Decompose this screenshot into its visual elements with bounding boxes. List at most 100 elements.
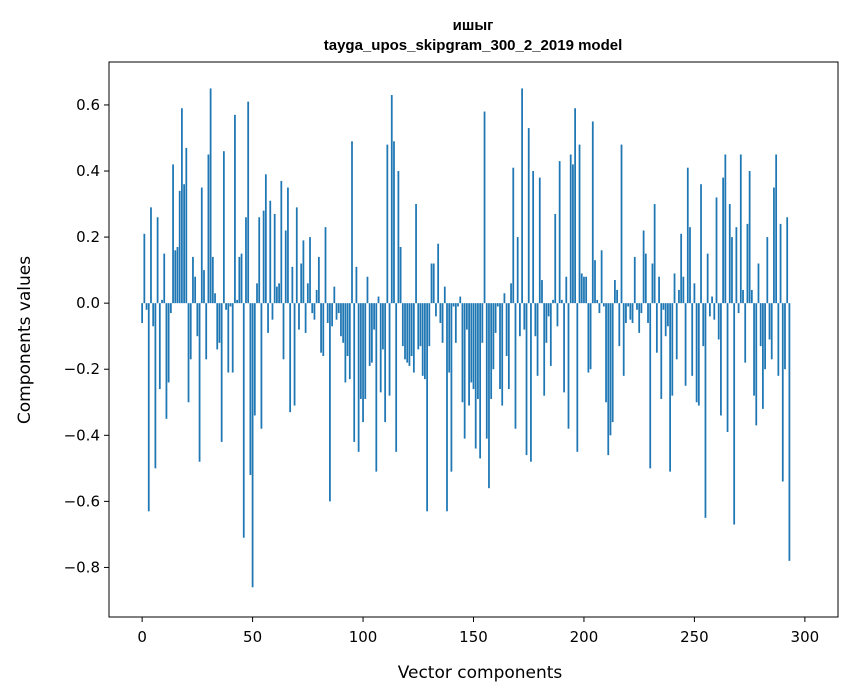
bar-63	[280, 180, 283, 304]
bar-56	[264, 174, 267, 304]
bar-120	[406, 303, 409, 363]
bar-105	[373, 303, 375, 330]
bar-230	[649, 303, 652, 469]
bar-275	[748, 171, 751, 304]
bar-142	[454, 303, 457, 343]
bar-144	[459, 296, 462, 304]
y-tick-label-3: −0.2	[64, 360, 100, 378]
bar-280	[759, 303, 762, 347]
y-tick-label-7: 0.6	[76, 96, 100, 114]
bar-22	[189, 303, 192, 360]
bar-113	[390, 95, 393, 304]
bar-208	[600, 250, 603, 304]
bar-115	[395, 303, 398, 452]
bar-52	[256, 283, 258, 304]
bar-271	[739, 154, 742, 304]
bar-250	[693, 283, 696, 304]
bar-147	[465, 303, 468, 330]
bar-39	[227, 303, 230, 373]
bar-124	[415, 204, 417, 304]
bar-88	[335, 303, 338, 320]
bar-44	[238, 256, 241, 304]
bar-278	[755, 303, 758, 426]
bar-257	[708, 303, 711, 317]
bar-180	[538, 177, 541, 304]
bar-41	[231, 303, 234, 373]
bar-45	[240, 253, 243, 304]
bar-264	[724, 154, 727, 304]
bar-141	[452, 303, 455, 307]
bar-252	[697, 303, 700, 406]
bar-260	[715, 197, 718, 304]
bar-263	[722, 177, 725, 304]
y-tick-label-0: −0.8	[64, 558, 100, 576]
bar-112	[388, 303, 391, 396]
bar-109	[382, 303, 384, 350]
x-axis: 0 50 100 150 200 250 300	[137, 617, 819, 646]
bar-174	[525, 303, 528, 456]
bar-172	[521, 88, 523, 304]
bar-20	[185, 147, 188, 304]
bar-274	[746, 223, 749, 304]
bar-10	[163, 253, 166, 304]
bar-183	[545, 303, 548, 343]
bar-282	[764, 303, 766, 370]
bar-268	[733, 303, 736, 525]
bar-110	[384, 303, 387, 423]
bar-94	[348, 303, 351, 380]
bar-48	[247, 101, 250, 304]
bar-225	[638, 303, 641, 333]
bar-227	[642, 230, 645, 304]
bar-21	[187, 303, 190, 403]
bar-145	[461, 303, 464, 403]
bar-179	[536, 303, 539, 376]
bar-284	[768, 303, 771, 340]
bar-150	[472, 303, 475, 390]
bar-66	[287, 187, 289, 304]
bar-106	[375, 303, 378, 472]
bar-272	[742, 289, 744, 304]
bar-204	[591, 121, 594, 304]
bar-128	[424, 303, 426, 380]
bar-186	[552, 299, 554, 304]
bar-9	[161, 299, 163, 304]
bar-152	[477, 303, 479, 399]
bar-102	[366, 276, 369, 304]
bar-261	[717, 303, 720, 340]
bar-76	[309, 237, 311, 304]
bar-35	[218, 303, 221, 343]
bar-74	[304, 303, 307, 333]
bar-26	[198, 303, 201, 462]
bar-107	[377, 296, 380, 304]
bar-217	[620, 144, 623, 304]
bar-265	[726, 303, 729, 432]
bar-126	[419, 303, 422, 347]
bar-1	[143, 233, 146, 304]
bar-283	[766, 237, 769, 304]
bar-218	[622, 303, 625, 376]
bar-154	[481, 303, 484, 343]
bar-140	[450, 303, 453, 472]
bar-49	[249, 303, 252, 475]
bar-199	[580, 273, 583, 304]
bar-201	[585, 276, 588, 304]
bar-118	[401, 303, 404, 347]
bar-121	[408, 303, 411, 366]
bar-90	[340, 303, 342, 337]
bar-83	[324, 227, 327, 304]
bar-244	[680, 233, 683, 304]
bar-200	[583, 276, 585, 304]
bar-224	[636, 303, 638, 310]
bar-169	[514, 303, 517, 429]
bar-29	[205, 303, 208, 360]
bar-178	[534, 303, 537, 337]
bar-166	[507, 303, 510, 390]
bar-256	[706, 253, 709, 304]
bar-176	[530, 303, 532, 462]
bar-291	[784, 303, 786, 370]
bar-206	[596, 299, 599, 304]
bar-285	[770, 303, 773, 360]
bar-171	[519, 303, 521, 337]
y-axis-label: Components values	[15, 256, 35, 424]
